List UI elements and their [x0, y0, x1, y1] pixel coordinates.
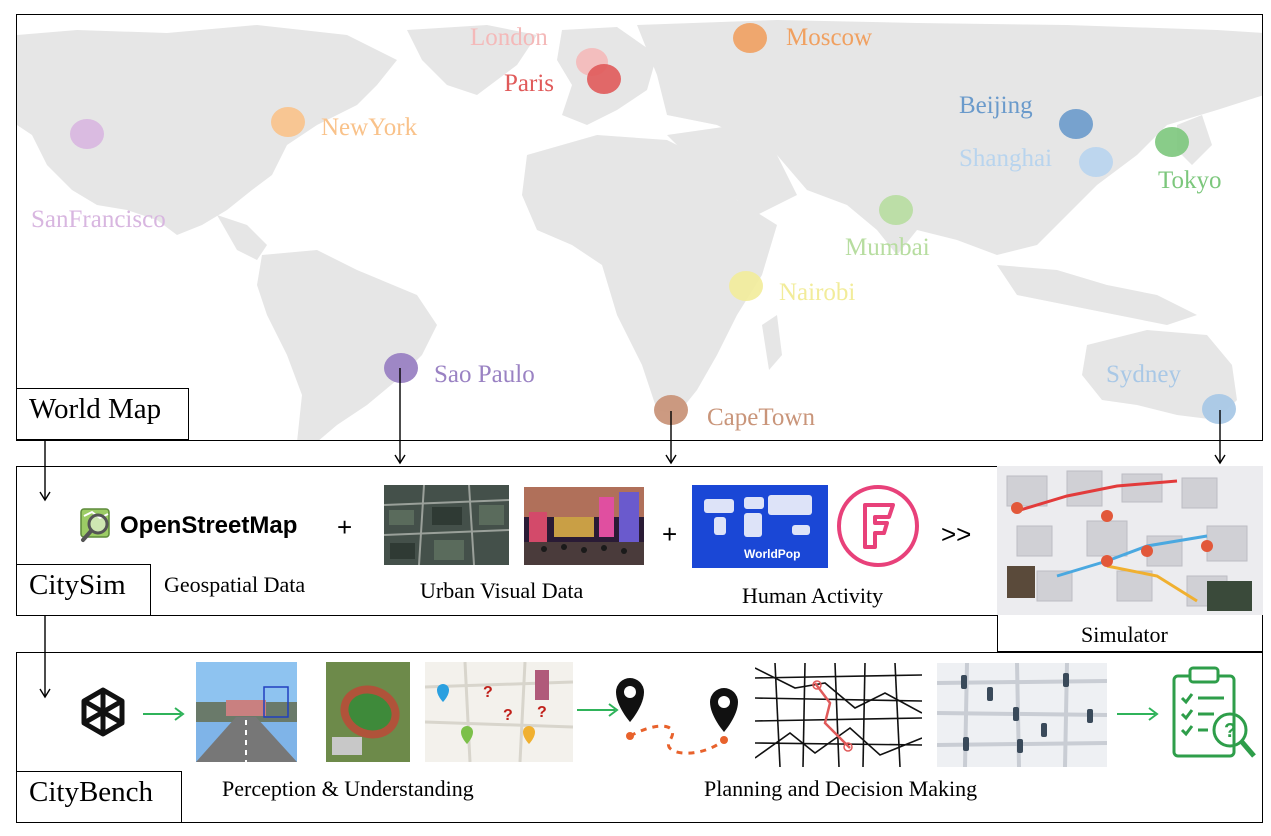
shanghai-dot — [1079, 147, 1113, 177]
city-label-beijing: Beijing — [959, 92, 1033, 119]
llm-knot-icon — [81, 687, 125, 737]
green-arrow-1 — [143, 706, 189, 727]
city-label-sanfrancisco: SanFrancisco — [31, 206, 166, 233]
nairobi-dot — [729, 271, 763, 301]
traffic-map-image — [937, 663, 1107, 767]
openstreetmap-name: OpenStreetMap — [120, 512, 298, 539]
beijing-dot — [1059, 109, 1093, 139]
green-arrow-3 — [1117, 706, 1163, 727]
green-arrow-2 — [577, 702, 623, 723]
city-label-tokyo: Tokyo — [1158, 167, 1222, 194]
worldpop-logo: WorldPop — [692, 485, 828, 568]
capetown-dot — [654, 395, 688, 425]
world-map-panel: London Paris Moscow NewYork SanFrancisco… — [16, 14, 1263, 441]
perception-caption: Perception & Understanding — [222, 776, 474, 801]
openai-logo — [70, 682, 136, 753]
world-map-label: World Map — [16, 388, 189, 440]
svg-text:?: ? — [1224, 720, 1236, 742]
street-photo — [524, 487, 644, 565]
city-label-saopaulo: Sao Paulo — [434, 361, 535, 388]
mumbai-dot — [879, 195, 913, 225]
svg-text:?: ? — [483, 684, 493, 701]
city-label-london: London — [470, 24, 548, 51]
tokyo-dot — [1155, 127, 1189, 157]
city-label-nairobi: Nairobi — [779, 279, 856, 306]
city-label-sydney: Sydney — [1106, 361, 1181, 388]
city-label-shanghai: Shanghai — [959, 145, 1053, 172]
plus-sign-2: + — [662, 519, 678, 549]
citybench-label: CityBench — [16, 771, 182, 823]
city-label-capetown: CapeTown — [707, 404, 815, 431]
simulator-caption: Simulator — [1081, 622, 1168, 647]
aerial-field-image — [326, 662, 410, 762]
world-map-land — [17, 20, 1262, 440]
simulator-caption-box — [997, 614, 1263, 652]
saopaulo-dot — [384, 353, 418, 383]
road-network-image — [755, 663, 922, 767]
svg-text:?: ? — [537, 704, 547, 721]
city-label-moscow: Moscow — [786, 24, 873, 51]
magnifier-map-icon — [80, 508, 110, 542]
urban-visual-caption: Urban Visual Data — [420, 578, 584, 603]
paris-dot — [587, 64, 621, 94]
worldpop-name: WorldPop — [744, 547, 801, 561]
svg-text:?: ? — [503, 707, 513, 724]
openstreetmap-logo — [78, 506, 116, 549]
citysim-label: CitySim — [16, 564, 151, 616]
route-icon — [610, 670, 750, 765]
satellite-image — [384, 485, 509, 565]
planning-caption: Planning and Decision Making — [704, 776, 978, 801]
human-activity-caption: Human Activity — [742, 583, 884, 608]
poi-map-image: ??? — [425, 662, 573, 762]
street-view-image — [196, 662, 297, 762]
evaluation-report-icon: ? — [1168, 664, 1260, 767]
moscow-dot — [733, 23, 767, 53]
foursquare-logo — [835, 483, 921, 574]
newyork-dot — [271, 107, 305, 137]
geospatial-caption: Geospatial Data — [164, 572, 306, 597]
city-label-mumbai: Mumbai — [845, 234, 930, 261]
city-label-paris: Paris — [504, 70, 554, 97]
foursquare-icon — [837, 485, 919, 567]
plus-sign-1: + — [337, 512, 353, 542]
simulator-image — [997, 466, 1263, 615]
sydney-dot — [1202, 394, 1236, 424]
city-label-newyork: NewYork — [321, 114, 418, 141]
sanfrancisco-dot — [70, 119, 104, 149]
more-arrows: >> — [941, 519, 972, 549]
